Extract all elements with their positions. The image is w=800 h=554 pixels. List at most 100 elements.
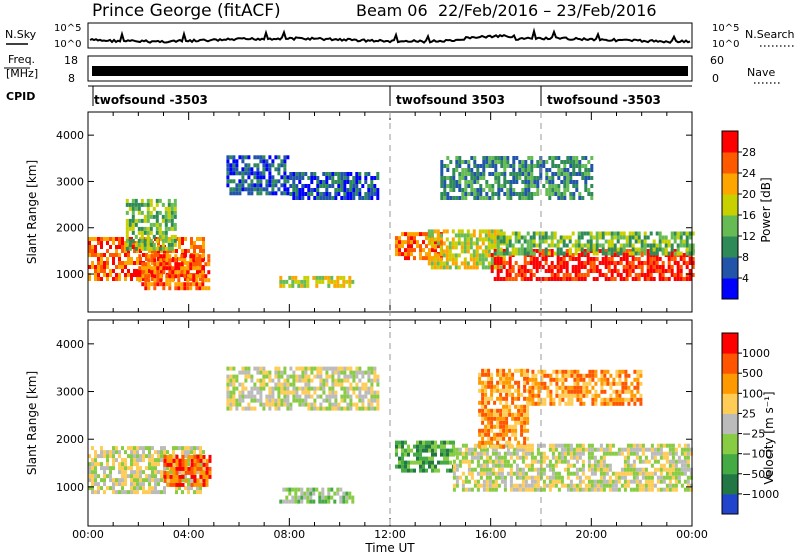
echo-cell: [301, 192, 305, 196]
echo-cell: [478, 261, 482, 266]
echo-cell: [292, 172, 296, 176]
echo-cell: [340, 386, 344, 391]
echo-cell: [587, 192, 591, 196]
echo-cell: [689, 467, 693, 472]
echo-cell: [613, 231, 617, 236]
echo-cell: [482, 160, 486, 164]
echo-cell: [160, 490, 163, 495]
echo-cell: [204, 262, 208, 267]
echo-cell: [563, 483, 567, 488]
echo-cell: [271, 187, 275, 192]
echo-cell: [496, 384, 500, 389]
echo-cell: [259, 191, 263, 196]
echo-cell: [334, 390, 338, 395]
echo-cell: [340, 370, 344, 375]
echo-cell: [291, 499, 295, 504]
echo-cell: [521, 160, 525, 164]
echo-cell: [575, 180, 579, 184]
echo-cell: [610, 231, 614, 236]
echo-cell: [491, 164, 495, 168]
echo-cell: [153, 278, 157, 283]
echo-cell: [589, 269, 593, 273]
echo-cell: [547, 249, 551, 253]
echo-cell: [307, 406, 311, 411]
echo-cell: [546, 393, 550, 398]
echo-cell: [548, 184, 552, 188]
echo-cell: [247, 374, 251, 379]
echo-cell: [253, 163, 257, 168]
echo-cell: [473, 160, 477, 164]
echo-cell: [121, 482, 124, 487]
echo-cell: [680, 447, 684, 452]
echo-cell: [467, 184, 471, 188]
echo-cell: [497, 483, 501, 488]
echo-cell: [445, 257, 449, 262]
echo-cell: [192, 266, 196, 271]
echo-cell: [124, 458, 127, 463]
echo-cell: [586, 243, 590, 248]
echo-cell: [686, 467, 690, 472]
echo-cell: [250, 394, 254, 399]
echo-cell: [670, 235, 674, 240]
echo-cell: [502, 261, 506, 265]
echo-cell: [621, 389, 625, 394]
echo-cell: [168, 282, 172, 287]
echo-cell: [156, 270, 160, 275]
velocity-y-axis-label: Slant Range [km]: [25, 371, 39, 475]
echo-cell: [355, 382, 359, 387]
echo-cell: [603, 397, 607, 402]
echo-cell: [635, 475, 639, 480]
echo-cell: [594, 373, 598, 378]
echo-cell: [91, 265, 94, 269]
echo-cell: [680, 467, 684, 472]
echo-cell: [172, 466, 176, 471]
echo-cell: [151, 261, 154, 265]
echo-cell: [235, 187, 239, 192]
echo-cell: [538, 247, 542, 252]
echo-cell: [367, 374, 371, 379]
echo-cell: [659, 487, 663, 492]
echo-cell: [497, 463, 501, 468]
echo-cell: [493, 235, 497, 240]
echo-cell: [528, 377, 532, 382]
echo-cell: [334, 192, 338, 196]
echo-cell: [569, 160, 573, 164]
echo-cell: [523, 261, 527, 265]
echo-cell: [413, 240, 416, 245]
echo-cell: [493, 400, 497, 405]
echo-cell: [670, 265, 674, 269]
echo-cell: [376, 192, 380, 196]
echo-cell: [274, 374, 278, 379]
echo-cell: [512, 483, 516, 488]
echo-cell: [527, 172, 531, 176]
echo-cell: [650, 451, 654, 456]
echo-cell: [106, 237, 109, 241]
echo-cell: [476, 463, 480, 468]
echo-cell: [677, 475, 681, 480]
echo-cell: [144, 262, 148, 267]
echo-cell: [208, 470, 212, 475]
echo-cell: [561, 369, 565, 374]
echo-cell: [633, 385, 637, 390]
echo-cell: [247, 187, 251, 192]
echo-cell: [434, 440, 437, 445]
echo-cell: [601, 243, 605, 248]
echo-cell: [464, 459, 468, 464]
echo-cell: [493, 384, 497, 389]
echo-cell: [581, 443, 585, 448]
echo-cell: [664, 243, 668, 248]
echo-cell: [573, 389, 577, 394]
echo-cell: [436, 229, 440, 234]
echo-cell: [523, 235, 527, 240]
echo-cell: [499, 261, 503, 265]
echo-cell: [286, 386, 290, 391]
echo-cell: [548, 475, 552, 480]
echo-cell: [551, 164, 555, 168]
echo-cell: [349, 394, 353, 399]
echo-cell: [226, 374, 230, 379]
echo-cell: [133, 474, 136, 479]
echo-cell: [517, 380, 521, 385]
echo-cell: [373, 378, 377, 383]
echo-cell: [352, 176, 356, 180]
echo-cell: [587, 483, 591, 488]
